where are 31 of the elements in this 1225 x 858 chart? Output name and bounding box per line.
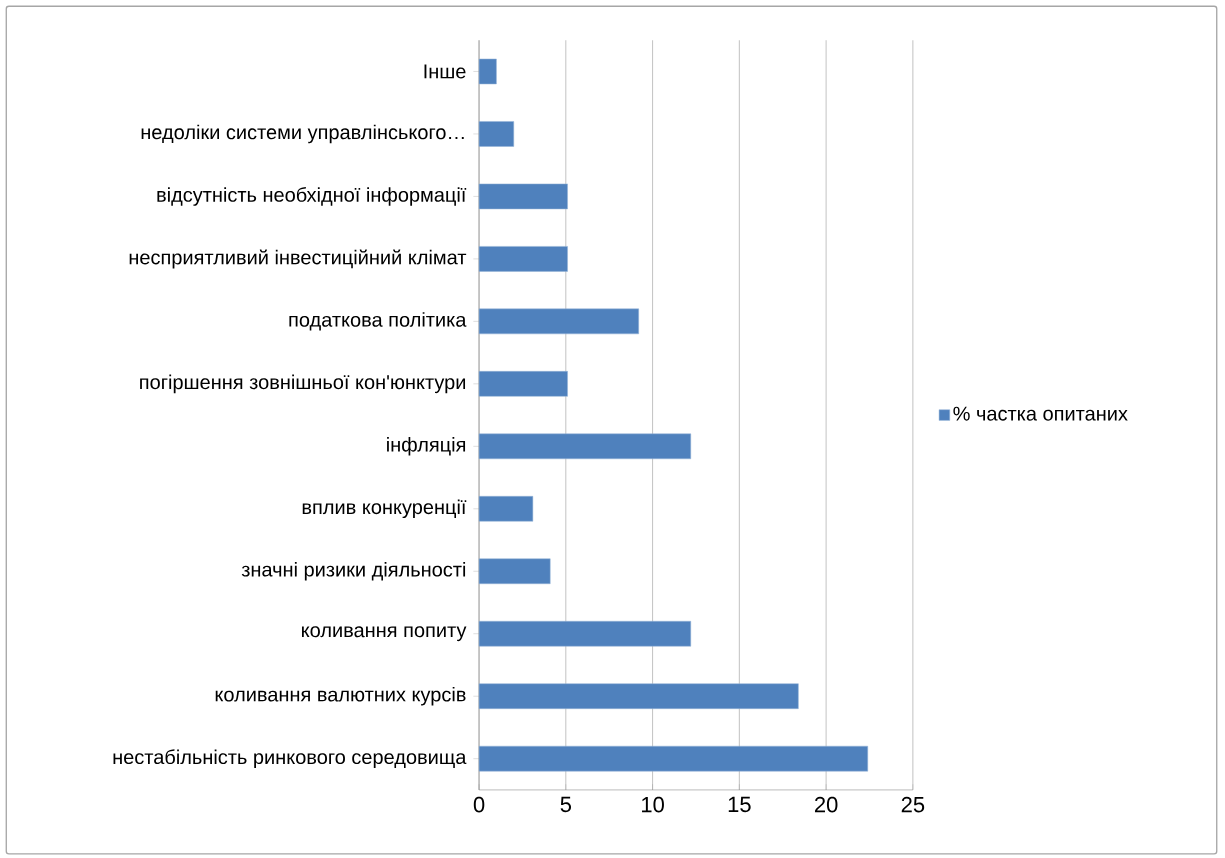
bar bbox=[478, 495, 534, 522]
y-tick-label: несприятливий інвестиційний клімат bbox=[129, 249, 467, 269]
y-tick-label: нестабільність ринкового середовища bbox=[113, 749, 467, 769]
y-tick-label: значні ризики діяльності bbox=[241, 561, 466, 581]
bar bbox=[478, 308, 639, 335]
x-tick-label: 20 bbox=[814, 796, 838, 813]
y-tick-label: коливання валютних курсів bbox=[215, 686, 466, 706]
bar bbox=[478, 745, 869, 772]
y-tick-label: інфляція bbox=[387, 436, 466, 456]
bar bbox=[478, 183, 568, 210]
bar bbox=[478, 620, 692, 647]
bar bbox=[478, 246, 568, 272]
bar bbox=[478, 558, 551, 584]
bar bbox=[478, 433, 692, 460]
y-tick-label: вплив конкуренції bbox=[302, 499, 467, 519]
bar bbox=[478, 371, 568, 397]
legend-label: % частка опитаних bbox=[953, 406, 1128, 421]
y-tick-label: Інше bbox=[424, 64, 466, 79]
x-tick-label: 15 bbox=[728, 796, 751, 813]
y-tick-label: податкова політика bbox=[289, 312, 467, 331]
x-tick-label: 25 bbox=[901, 796, 925, 813]
bar bbox=[478, 683, 799, 709]
y-tick-label: недоліки системи управлінського… bbox=[141, 124, 464, 144]
x-tick-label: 0 bbox=[473, 796, 485, 813]
bar bbox=[478, 121, 515, 147]
bar bbox=[478, 58, 497, 85]
y-tick-label: коливання попиту bbox=[302, 626, 467, 642]
y-tick-label: відсутність необхідної інформації bbox=[157, 186, 467, 206]
x-tick-label: 5 bbox=[560, 796, 572, 813]
y-tick-label: погіршення зовнішньої кон'юнктури bbox=[140, 374, 466, 394]
x-tick-label: 10 bbox=[642, 796, 664, 813]
